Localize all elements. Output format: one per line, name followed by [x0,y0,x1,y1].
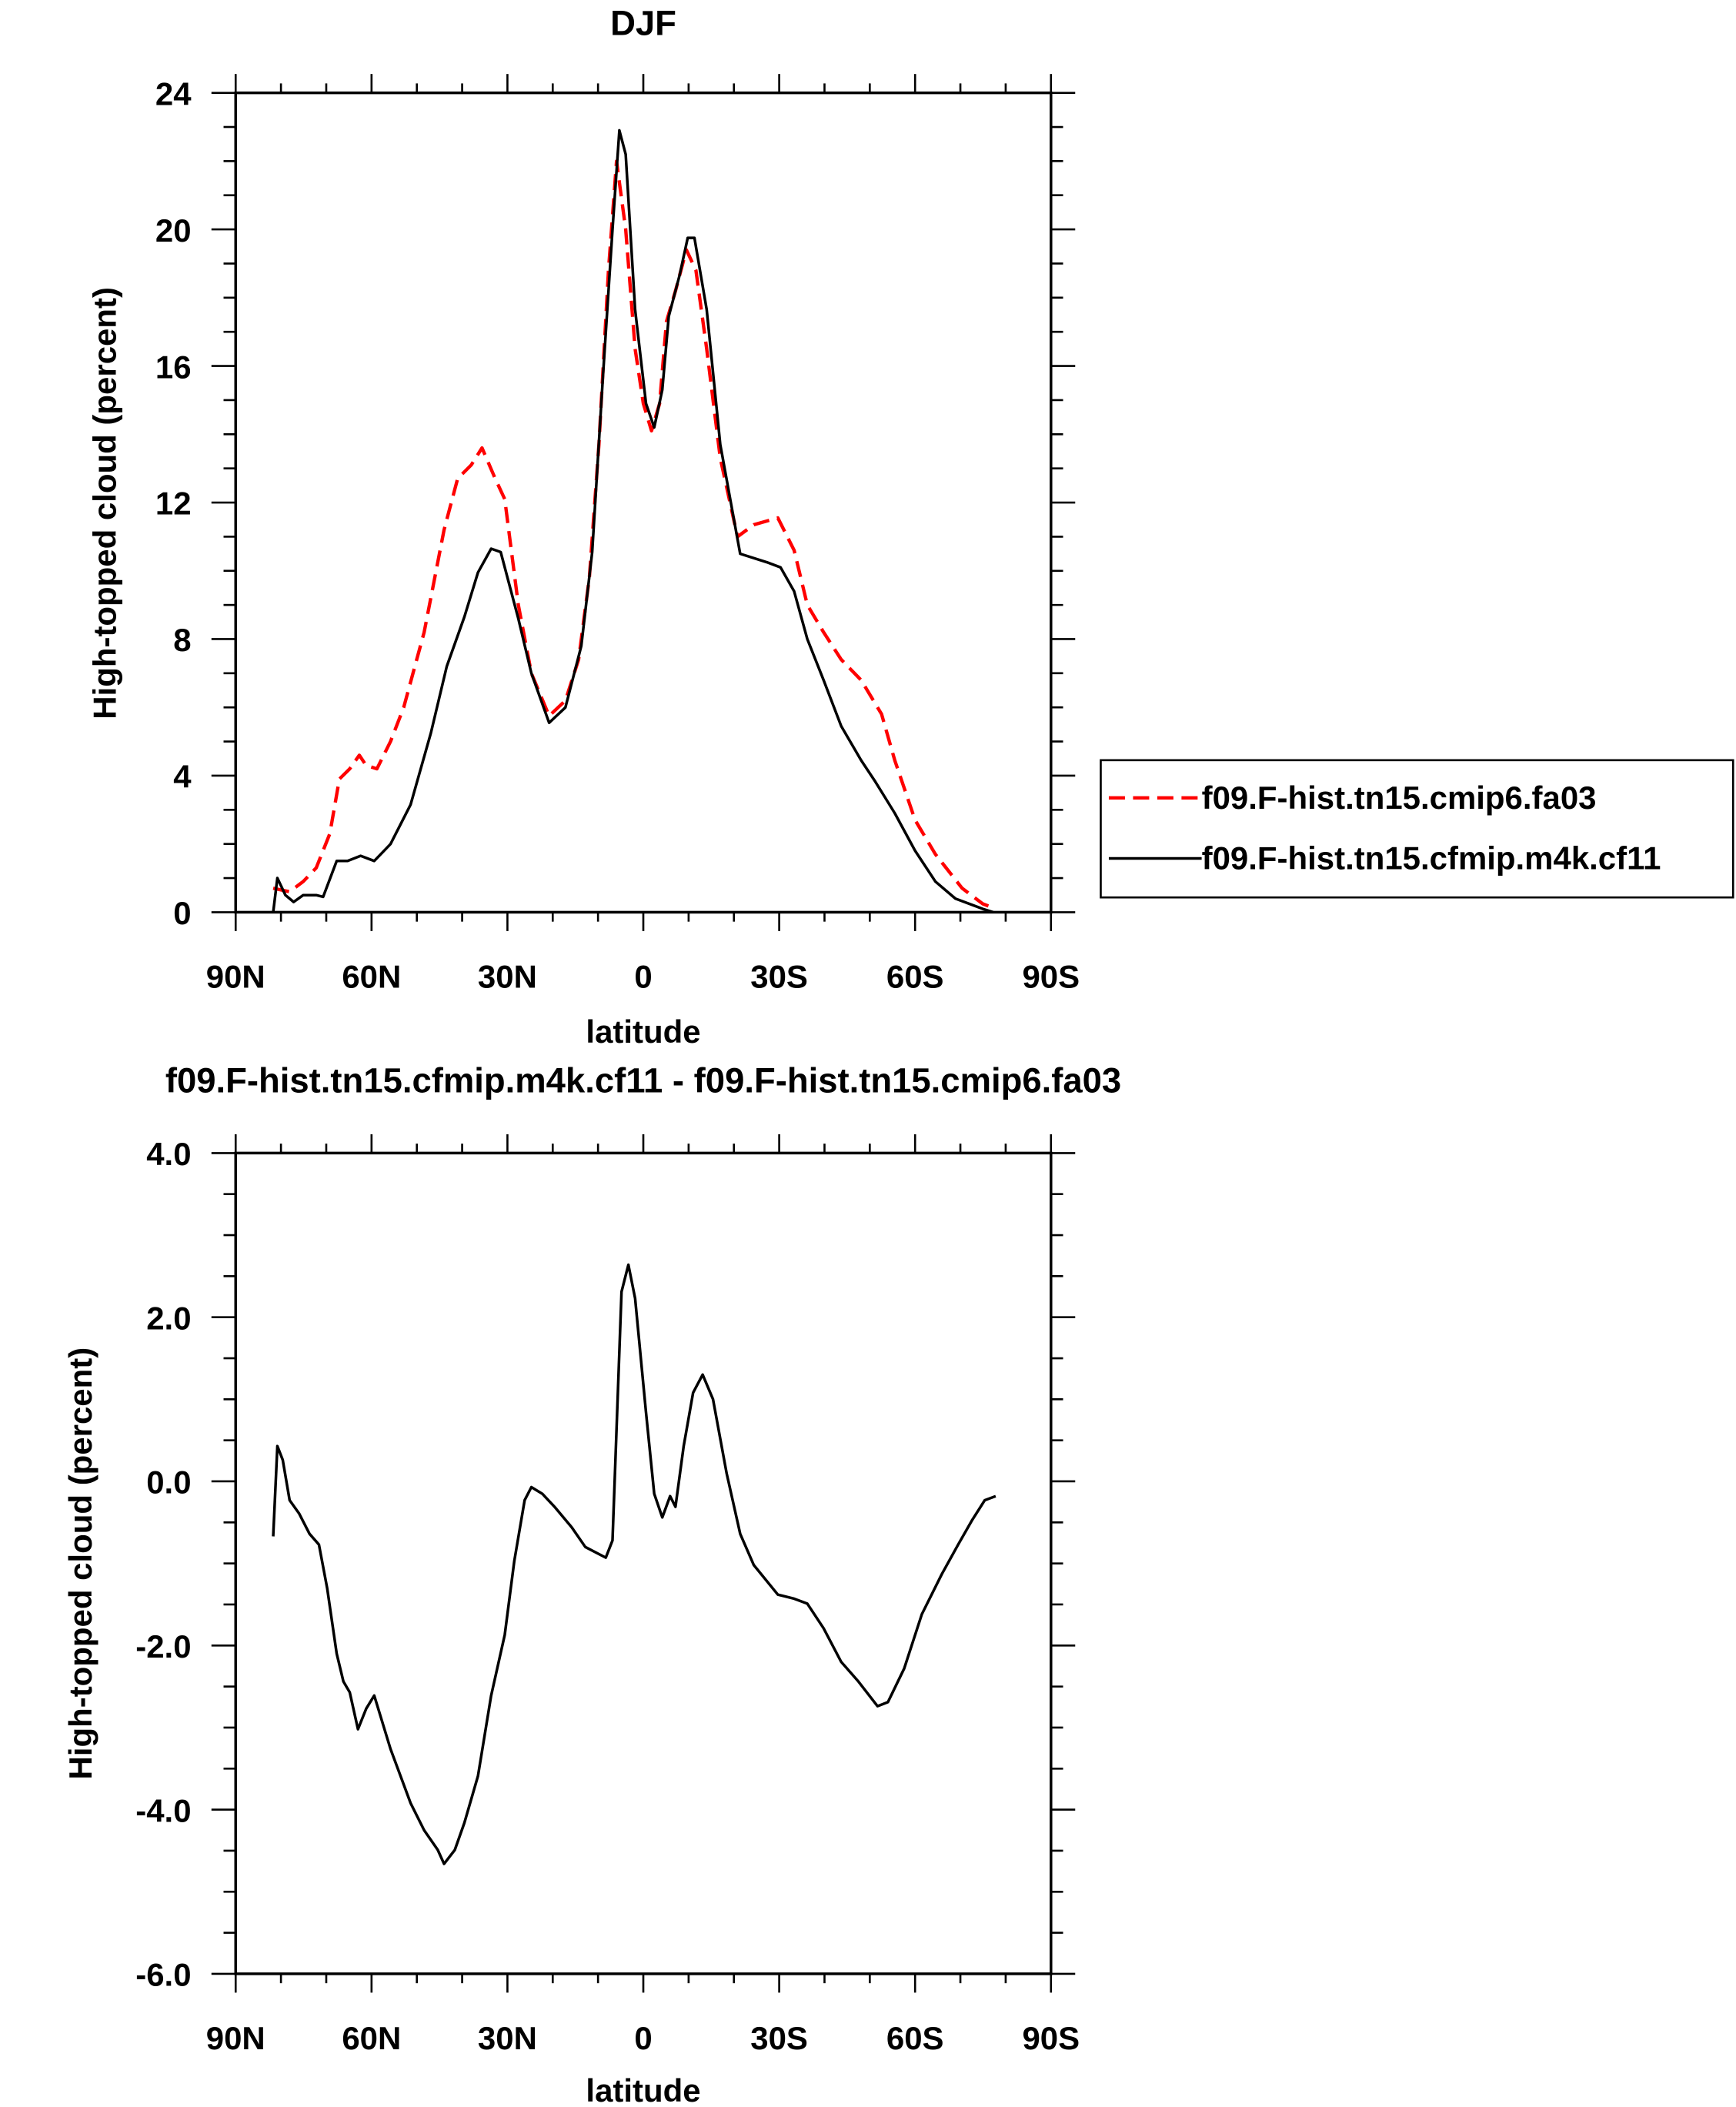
top-title: DJF [610,3,676,42]
x-tick-label: 30S [750,958,808,994]
top-ticks: 90N 60N 30N 0 30S 60S 90S 0 4 8 12 16 20 24 [155,74,1080,994]
bottom-ylabel: High-topped cloud (percent) [62,1347,98,1780]
series-line-0 [272,1263,997,1865]
y-tick-label: 12 [155,486,192,522]
x-tick-label: 60N [342,2020,401,2056]
y-tick-label: -2.0 [135,1628,191,1665]
top-plot: DJF latitude High-topped cloud (percent)… [87,3,1080,1050]
x-tick-label: 90S [1022,2020,1080,2056]
y-tick-label: 8 [173,622,191,658]
bottom-plot-frame [234,1151,1053,1975]
x-tick-label: 60S [886,958,944,994]
y-tick-label: 4.0 [146,1136,191,1172]
y-tick-label: -6.0 [135,1957,191,1993]
x-tick-label: 60S [886,2020,944,2056]
x-tick-label: 30N [478,958,537,994]
y-tick-label: 4 [173,759,192,795]
y-tick-label: 0.0 [146,1464,191,1501]
y-tick-label: 16 [155,349,192,385]
x-tick-label: 90N [206,2020,265,2056]
y-tick-label: 24 [155,75,192,112]
x-tick-label: 90N [206,958,265,994]
top-plot-frame [234,91,1053,914]
y-tick-label: 0 [173,895,191,931]
top-lines [272,129,997,914]
y-tick-label: 20 [155,212,192,249]
bottom-plot: f09.F-hist.tn15.cfmip.m4k.cf11 - f09.F-h… [62,1061,1121,2107]
bottom-ticks: 90N 60N 30N 0 30S 60S 90S -6.0 -4.0 -2.0 0.0 2.0 4.0 [135,1134,1080,2056]
series-line-1 [272,129,994,914]
legend-label-1: f09.F-hist.tn15.cfmip.m4k.cf11 [1202,840,1661,876]
series-line-0 [272,159,997,911]
bottom-lines [272,1263,997,1865]
x-tick-label: 0 [634,958,652,994]
legend: f09.F-hist.tn15.cmip6.fa03 f09.F-hist.tn… [1100,759,1734,899]
bottom-title: f09.F-hist.tn15.cfmip.m4k.cf11 - f09.F-h… [165,1061,1121,1100]
top-xlabel: latitude [586,1013,700,1050]
legend-label-0: f09.F-hist.tn15.cmip6.fa03 [1202,780,1597,816]
y-tick-label: -4.0 [135,1792,191,1828]
x-tick-label: 60N [342,958,401,994]
x-tick-label: 90S [1022,958,1080,994]
legend-box [1100,759,1734,899]
x-tick-label: 0 [634,2020,652,2056]
y-tick-label: 2.0 [146,1300,191,1336]
bottom-xlabel: latitude [586,2072,700,2107]
top-ylabel: High-topped cloud (percent) [87,287,123,720]
x-tick-label: 30N [478,2020,537,2056]
x-tick-label: 30S [750,2020,808,2056]
